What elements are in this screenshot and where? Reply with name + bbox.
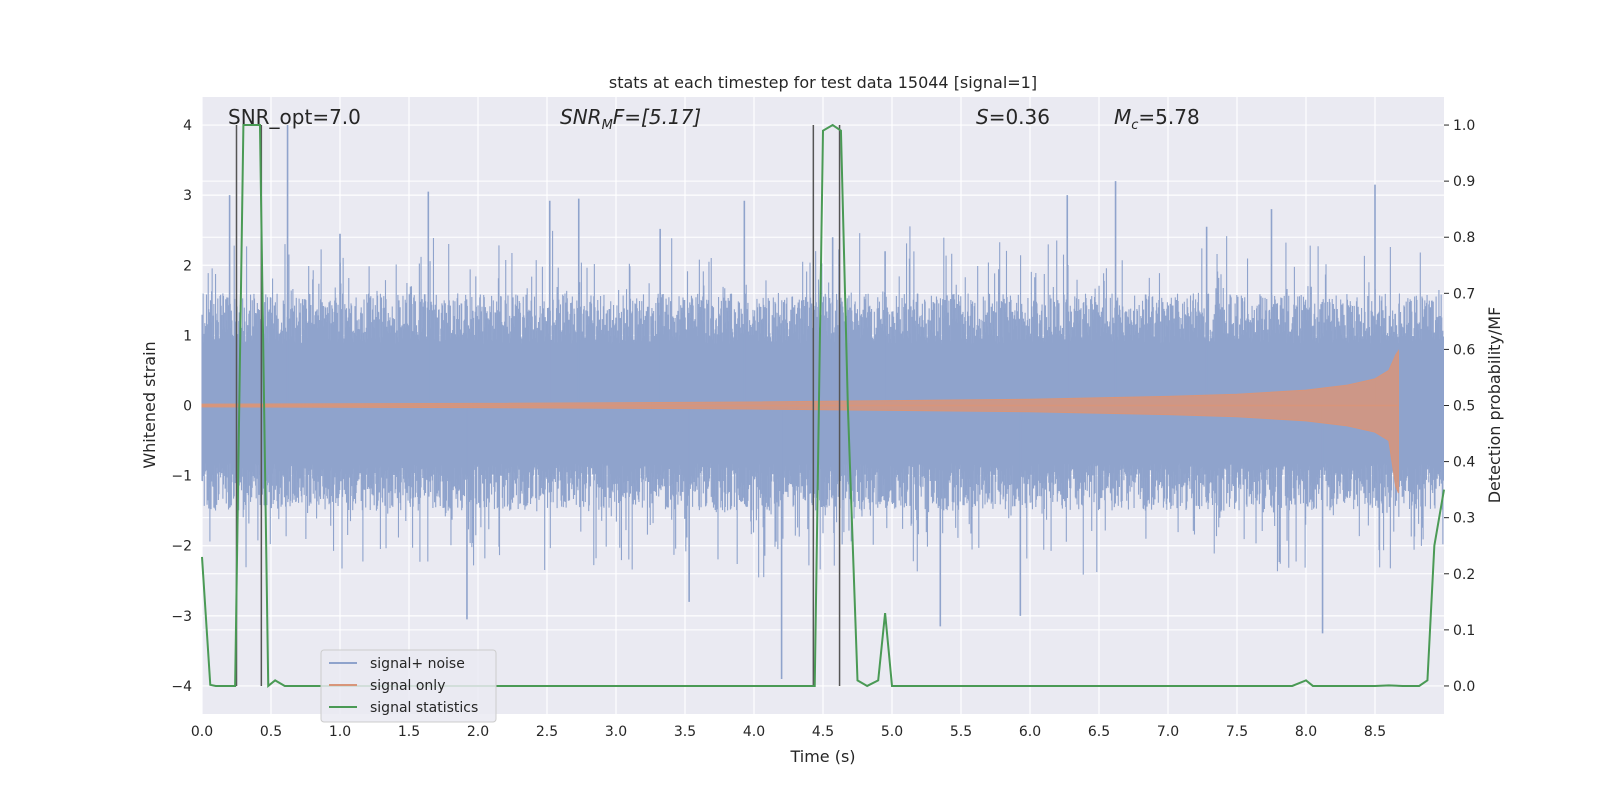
x-tick-label: 2.0: [467, 724, 489, 740]
x-tick-label: 8.0: [1295, 724, 1317, 740]
legend-label-signal-only: signal only: [370, 678, 445, 694]
y-right-tick-label: 0.9: [1453, 174, 1475, 190]
x-tick-label: 8.5: [1364, 724, 1386, 740]
signal-chirp-envelope: [201, 349, 1399, 494]
snr-opt-annotation: SNR_opt=7.0: [228, 105, 361, 129]
mc-value: =5.78: [1138, 105, 1199, 129]
signal-only-series: [201, 349, 1399, 494]
x-tick-label: 4.5: [812, 724, 834, 740]
snr-mf-sub: M: [602, 118, 613, 133]
y-right-tick-label: 0.8: [1453, 230, 1475, 246]
legend: signal+ noise signal only signal statist…: [320, 649, 497, 723]
x-tick-label: 7.5: [1226, 724, 1248, 740]
y-right-axis-label: Detection probability/MF: [1485, 307, 1504, 504]
signal-statistics-line: [201, 123, 1445, 689]
s-label: S: [976, 105, 989, 129]
chart-title: stats at each timestep for test data 150…: [609, 73, 1037, 92]
signal-statistics-series: [201, 123, 1445, 689]
s-annotation: S=0.36: [976, 105, 1050, 129]
x-tick-label: 1.5: [398, 724, 420, 740]
x-tick-label: 6.5: [1088, 724, 1110, 740]
y-tick-label: 4: [183, 118, 192, 134]
x-tick-label: 4.0: [743, 724, 765, 740]
y-tick-labels: 4 3 2 1 0 −1 −2 −3 −4: [171, 118, 192, 695]
s-value: =0.36: [989, 105, 1050, 129]
legend-label-signal-statistics: signal statistics: [370, 700, 478, 716]
x-axis-label: Time (s): [789, 747, 855, 766]
x-tick-label: 3.0: [605, 724, 627, 740]
x-tick-labels: 0.0 0.5 1.0 1.5 2.0 2.5 3.0 3.5 4.0 4.5 5.0 5.5 6.0 6…: [191, 724, 1386, 740]
x-tick-label: 0.0: [191, 724, 213, 740]
x-tick-label: 1.0: [329, 724, 351, 740]
y-right-tick-label: 0.6: [1453, 342, 1475, 358]
x-tick-label: 5.5: [950, 724, 972, 740]
y-right-tick-label: 0.7: [1453, 286, 1475, 302]
y-right-tick-label: 0.3: [1453, 511, 1475, 527]
y-right-tick-label: 0.2: [1453, 567, 1475, 583]
x-tick-label: 7.0: [1157, 724, 1179, 740]
x-tick-label: 2.5: [536, 724, 558, 740]
x-tick-label: 6.0: [1019, 724, 1041, 740]
y-right-tick-label: 0.4: [1453, 455, 1475, 471]
y-tick-label: −4: [171, 679, 192, 695]
y-tick-label: −3: [171, 609, 192, 625]
y-axis-label: Whitened strain: [140, 341, 159, 468]
y-tick-label: −2: [171, 539, 192, 555]
snr-mf-label: SNR: [560, 105, 602, 129]
y-right-tick-label: 0.0: [1453, 679, 1475, 695]
mc-annotation: Mc=5.78: [1114, 105, 1200, 133]
x-tick-label: 3.5: [674, 724, 696, 740]
legend-box: [320, 649, 497, 723]
snr-mf-rest: F=[5.17]: [613, 105, 701, 129]
x-tick-label: 0.5: [260, 724, 282, 740]
y-right-tick-label: 0.5: [1453, 399, 1475, 415]
snr-mf-annotation: SNRMF=[5.17]: [560, 105, 701, 133]
y-tick-label: 1: [183, 328, 192, 344]
y-tick-label: 3: [183, 188, 192, 204]
y-right-tick-label: 0.1: [1453, 623, 1475, 639]
legend-label-signal-noise: signal+ noise: [370, 656, 465, 672]
y-tick-label: −1: [171, 469, 192, 485]
y-right-tick-labels: 1.0 0.9 0.8 0.7 0.6 0.5 0.4 0.3 0.2 0.1 0.0: [1444, 118, 1475, 695]
y-tick-label: 0: [183, 399, 192, 415]
mc-sub: c: [1131, 118, 1138, 133]
mc-label: M: [1114, 105, 1131, 129]
y-tick-label: 2: [183, 258, 192, 274]
x-tick-label: 5.0: [881, 724, 903, 740]
y-right-tick-label: 1.0: [1453, 118, 1475, 134]
